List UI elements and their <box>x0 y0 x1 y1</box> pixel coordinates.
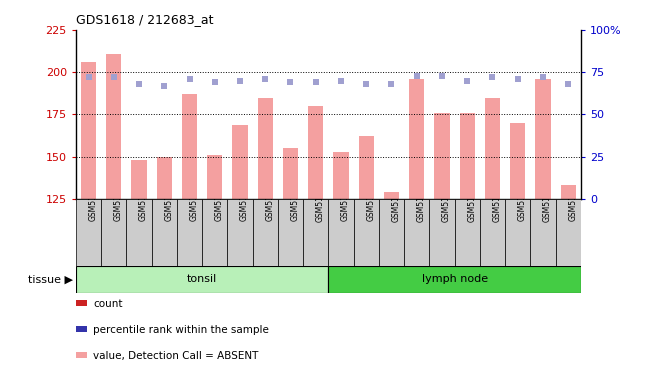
Point <box>235 78 246 84</box>
Bar <box>485 98 500 199</box>
Bar <box>106 54 121 199</box>
Bar <box>131 160 147 199</box>
Bar <box>379 199 404 266</box>
Bar <box>207 155 222 199</box>
Text: GSM51372: GSM51372 <box>366 180 376 222</box>
Bar <box>278 199 303 266</box>
Bar <box>152 199 177 266</box>
Bar <box>510 123 525 199</box>
Point <box>285 80 296 86</box>
Bar <box>535 79 550 199</box>
Text: value, Detection Call = ABSENT: value, Detection Call = ABSENT <box>93 351 259 361</box>
Bar <box>156 157 172 199</box>
Bar <box>76 266 329 292</box>
Text: GSM51374: GSM51374 <box>416 180 426 222</box>
Bar <box>556 199 581 266</box>
Bar <box>560 185 576 199</box>
Point <box>512 76 523 82</box>
Text: GDS1618 / 212683_at: GDS1618 / 212683_at <box>76 13 213 26</box>
Text: GSM51385: GSM51385 <box>189 180 199 222</box>
Bar <box>283 148 298 199</box>
Point <box>83 74 94 80</box>
Point <box>336 78 346 84</box>
Point <box>108 74 119 80</box>
Bar <box>308 106 323 199</box>
Text: count: count <box>93 299 123 309</box>
Point <box>209 80 220 86</box>
Point <box>538 74 548 80</box>
Text: GSM51373: GSM51373 <box>391 180 401 222</box>
Point <box>437 73 447 79</box>
Text: GSM51375: GSM51375 <box>442 180 451 222</box>
Text: GSM51381: GSM51381 <box>88 180 98 221</box>
Text: GSM51376: GSM51376 <box>467 180 477 222</box>
Bar <box>505 199 531 266</box>
Bar <box>333 152 348 199</box>
Point <box>386 81 397 87</box>
Bar <box>81 62 96 199</box>
Text: GSM51388: GSM51388 <box>265 180 275 221</box>
Bar <box>329 266 581 292</box>
Point <box>563 81 574 87</box>
Point <box>487 74 498 80</box>
Bar <box>101 199 127 266</box>
Text: lymph node: lymph node <box>422 274 488 284</box>
Text: GSM51383: GSM51383 <box>139 180 148 222</box>
Text: GSM51371: GSM51371 <box>341 180 350 222</box>
Bar <box>354 199 379 266</box>
Bar <box>202 199 227 266</box>
Text: percentile rank within the sample: percentile rank within the sample <box>93 325 269 335</box>
Point <box>260 76 271 82</box>
Point <box>184 76 195 82</box>
Bar <box>384 192 399 199</box>
Text: GSM51390: GSM51390 <box>315 180 325 222</box>
Bar <box>257 98 273 199</box>
Text: GSM51379: GSM51379 <box>543 180 552 222</box>
Point <box>411 73 422 79</box>
Point <box>310 80 321 86</box>
Text: tonsil: tonsil <box>187 274 217 284</box>
Bar <box>531 199 556 266</box>
Bar <box>404 199 430 266</box>
Bar <box>76 199 101 266</box>
Text: GSM51377: GSM51377 <box>492 180 502 222</box>
Bar <box>253 199 278 266</box>
Bar <box>232 124 248 199</box>
Point <box>159 83 170 89</box>
Text: tissue ▶: tissue ▶ <box>28 274 73 284</box>
Text: GSM51386: GSM51386 <box>214 180 224 222</box>
Point <box>134 81 145 87</box>
Bar <box>182 94 197 199</box>
Bar <box>430 199 455 266</box>
Bar <box>227 199 253 266</box>
Bar <box>358 136 374 199</box>
Text: GSM51384: GSM51384 <box>164 180 174 222</box>
Text: GSM51382: GSM51382 <box>114 180 123 221</box>
Bar <box>459 112 475 199</box>
Bar <box>455 199 480 266</box>
Bar <box>303 199 329 266</box>
Text: GSM51387: GSM51387 <box>240 180 249 222</box>
Bar <box>177 199 202 266</box>
Bar <box>329 199 354 266</box>
Bar <box>480 199 505 266</box>
Text: GSM51378: GSM51378 <box>517 180 527 222</box>
Point <box>361 81 372 87</box>
Text: GSM51389: GSM51389 <box>290 180 300 222</box>
Text: GSM51380: GSM51380 <box>568 180 578 222</box>
Point <box>462 78 473 84</box>
Bar <box>434 112 449 199</box>
Bar <box>127 199 152 266</box>
Bar <box>409 79 424 199</box>
